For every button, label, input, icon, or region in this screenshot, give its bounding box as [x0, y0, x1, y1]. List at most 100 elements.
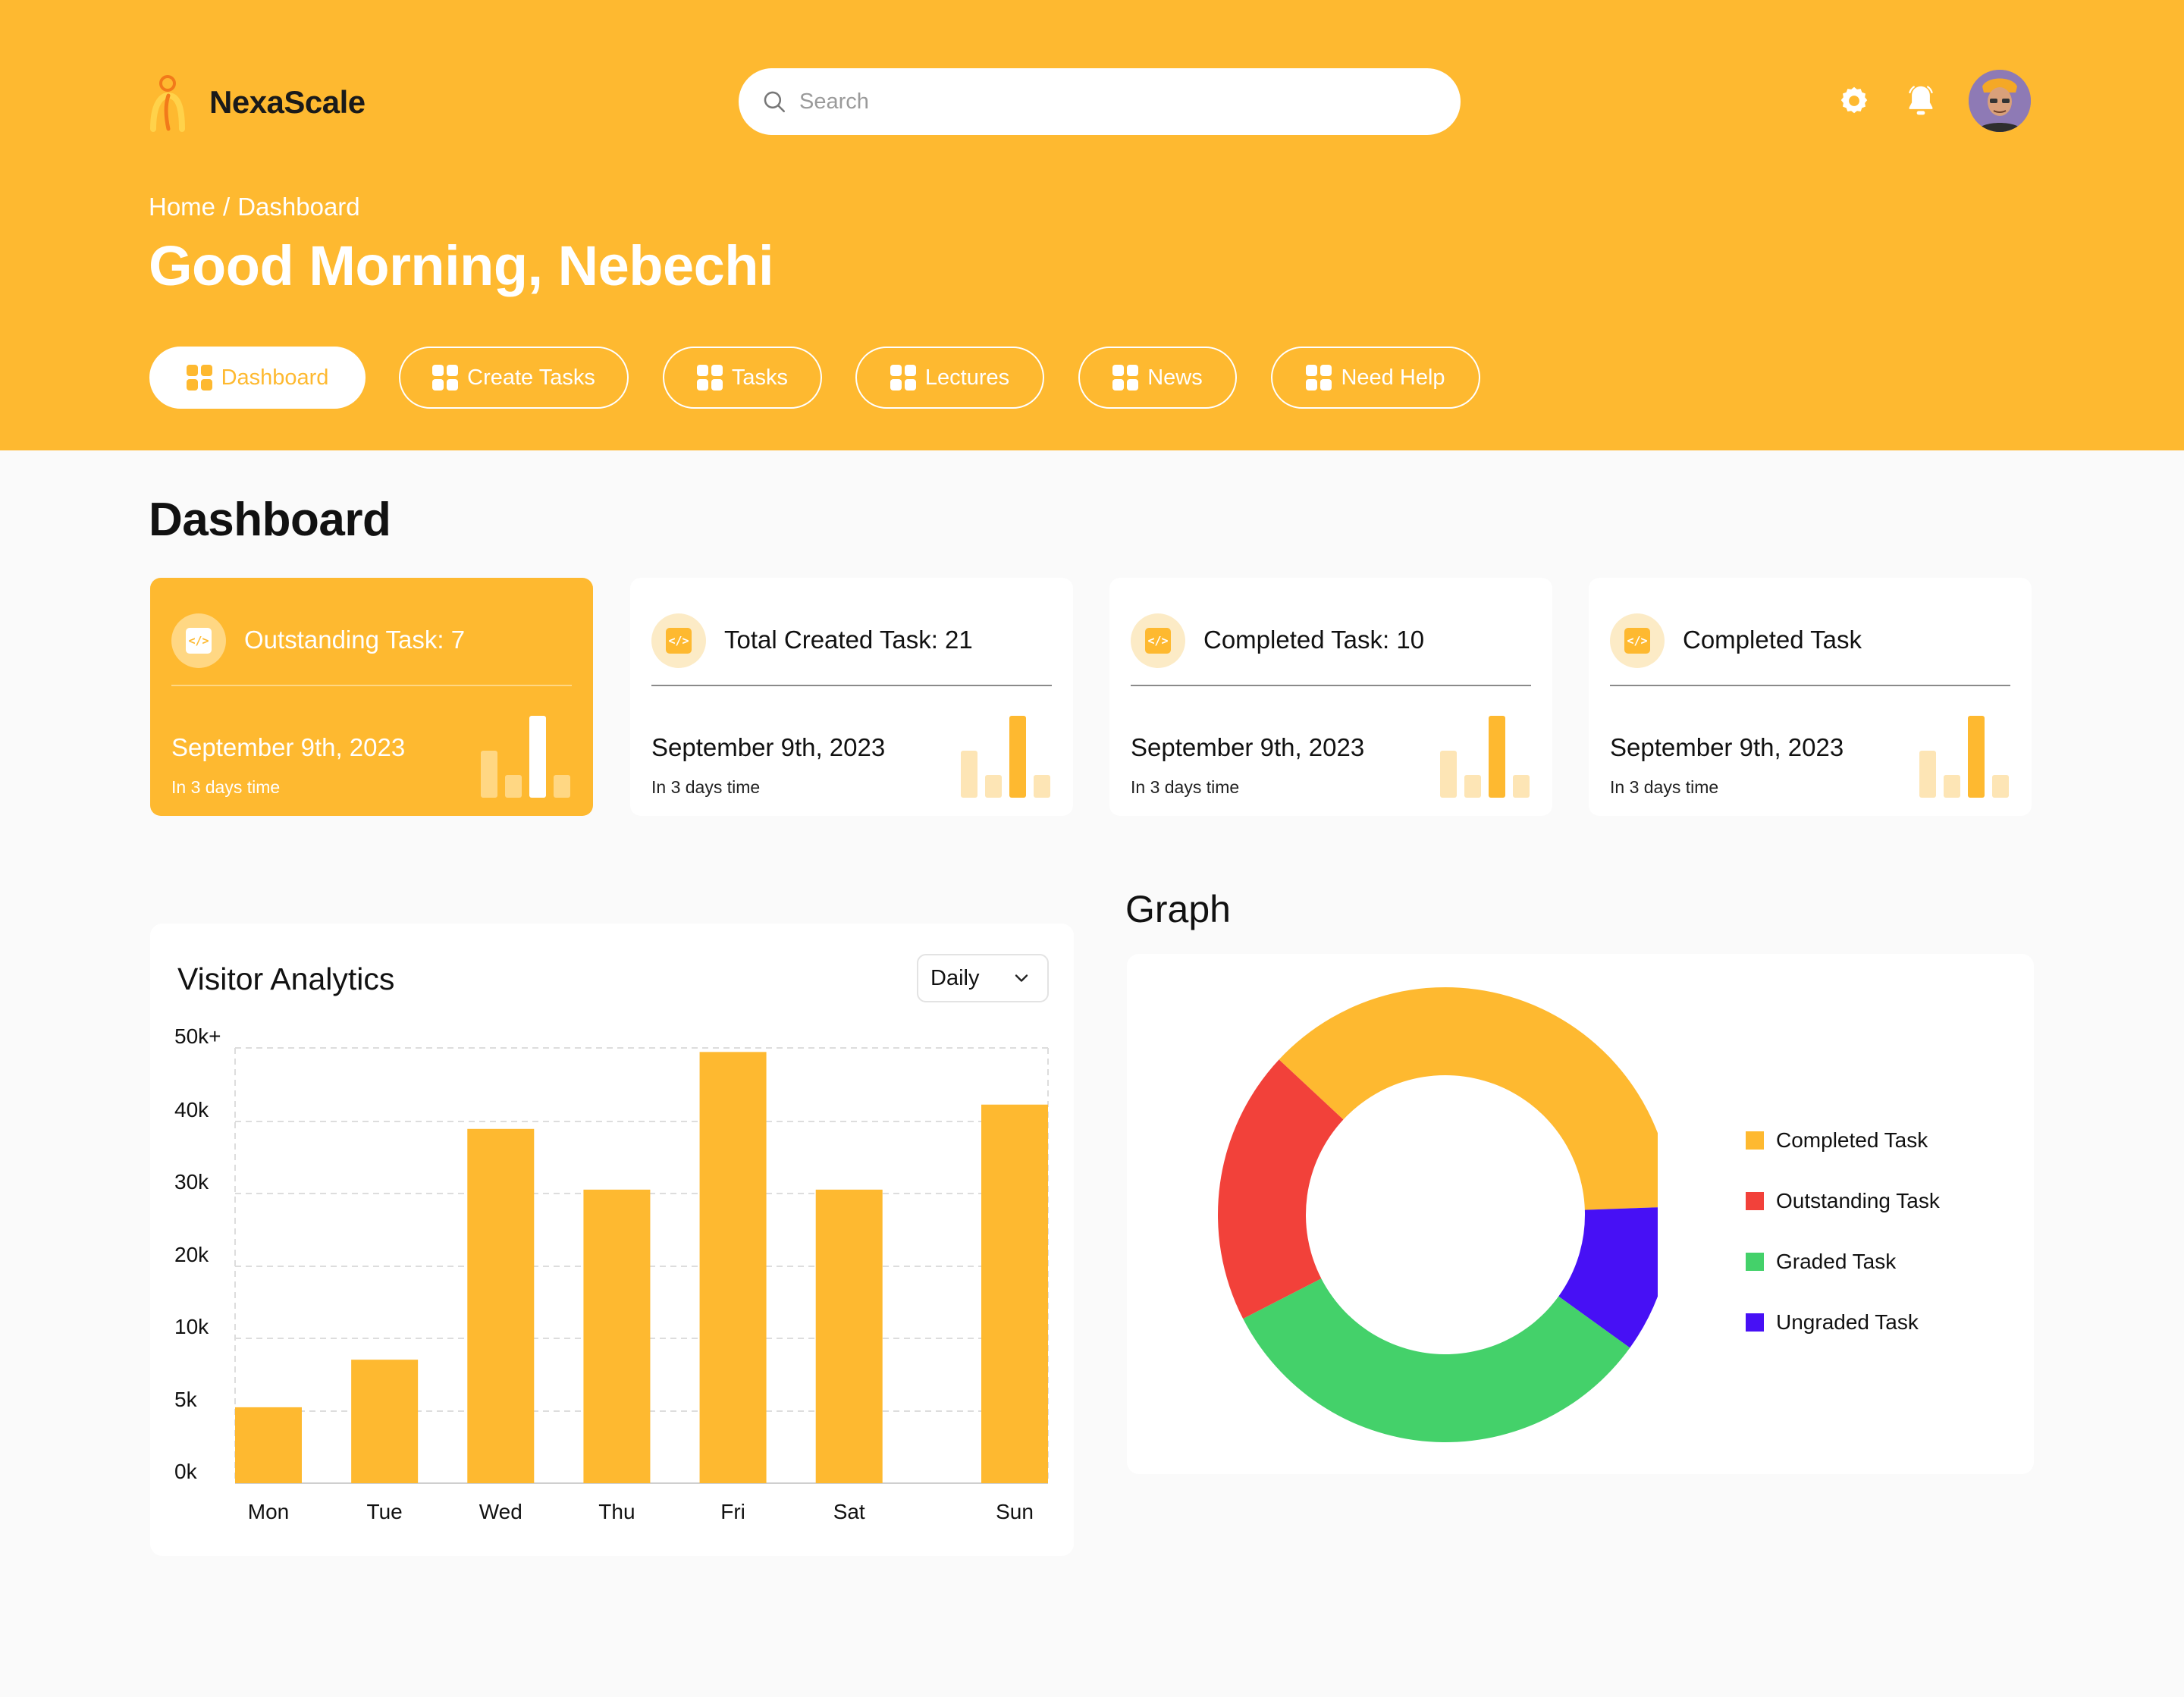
user-avatar[interactable] [1969, 70, 2031, 132]
tab-need-help[interactable]: Need Help [1271, 347, 1480, 409]
legend-swatch [1746, 1192, 1764, 1210]
search-input[interactable] [799, 89, 1421, 114]
y-tick-label: 5k [174, 1388, 198, 1411]
y-tick-label: 30k [174, 1170, 209, 1194]
breadcrumb-separator: / [223, 193, 231, 221]
notification-bell-icon[interactable] [1902, 82, 1940, 120]
card-subtext: In 3 days time [171, 777, 281, 797]
y-tick-label: 10k [174, 1315, 209, 1338]
code-icon: </> [171, 613, 226, 668]
code-icon: </> [1610, 613, 1665, 668]
card-date: September 9th, 2023 [1610, 733, 1844, 761]
graph-panel: Completed Task Outstanding Task Graded T… [1127, 954, 2034, 1474]
stat-card-completed[interactable]: </> Completed Task: 10 September 9th, 20… [1109, 578, 1552, 816]
legend-label: Ungraded Task [1776, 1310, 1919, 1334]
grid-icon [432, 365, 459, 391]
mini-bar-chart-icon [961, 714, 1052, 798]
legend-label: Outstanding Task [1776, 1189, 1940, 1212]
card-title: Total Created Task: 21 [724, 626, 973, 654]
card-divider [171, 685, 572, 686]
mini-bar-chart-icon [481, 714, 572, 798]
graph-section-title: Graph [1125, 888, 1231, 930]
legend-item-outstanding: Outstanding Task [1746, 1171, 1940, 1231]
legend-item-ungraded: Ungraded Task [1746, 1292, 1940, 1353]
bar-sat[interactable] [815, 1189, 883, 1483]
tab-label: Tasks [731, 365, 789, 390]
stat-card-total-created[interactable]: </> Total Created Task: 21 September 9th… [630, 578, 1073, 816]
stat-card-outstanding[interactable]: </> Outstanding Task: 7 September 9th, 2… [150, 578, 593, 816]
bar-sun[interactable] [981, 1104, 1048, 1483]
chart-legend: Completed Task Outstanding Task Graded T… [1746, 1110, 1940, 1353]
card-divider [651, 685, 1052, 686]
donut-slice-graded-task[interactable] [1243, 1278, 1630, 1442]
search-bar[interactable] [739, 68, 1461, 135]
card-divider [1131, 685, 1531, 686]
tab-tasks[interactable]: Tasks [663, 347, 822, 409]
dropdown-value: Daily [930, 965, 980, 990]
card-divider [1610, 685, 2010, 686]
section-title: Dashboard [149, 494, 391, 546]
card-date: September 9th, 2023 [1131, 733, 1365, 761]
grid-icon [890, 365, 916, 391]
bar-fri[interactable] [699, 1052, 767, 1483]
visitor-bar-chart: 0k 5k 10k 20k 30k 40k 50k+ Mon Tue Wed Thu Fri Sat Su… [174, 1024, 1049, 1523]
chevron-down-icon [1015, 974, 1028, 982]
stat-card-completed-2[interactable]: </> Completed Task September 9th, 2023 I… [1589, 578, 2032, 816]
settings-icon[interactable] [1835, 82, 1873, 120]
header-banner: NexaScale Hom [0, 0, 2184, 450]
brand-name: NexaScale [209, 84, 366, 120]
greeting-title: Good Morning, Nebechi [149, 234, 774, 297]
tab-label: Create Tasks [467, 365, 595, 390]
tab-label: Need Help [1341, 365, 1445, 390]
brand-logo-icon [149, 73, 193, 132]
legend-swatch [1746, 1253, 1764, 1271]
x-tick-label: Sat [833, 1500, 865, 1523]
card-date: September 9th, 2023 [171, 733, 406, 761]
x-tick-label: Tue [367, 1500, 403, 1523]
donut-slice-outstanding-task[interactable] [1218, 1059, 1344, 1319]
brand-logo[interactable]: NexaScale [149, 73, 366, 132]
donut-slice-completed-task[interactable] [1279, 987, 1658, 1210]
tab-lectures[interactable]: Lectures [855, 347, 1044, 409]
card-title: Outstanding Task: 7 [244, 626, 466, 654]
mini-bar-chart-icon [1440, 714, 1531, 798]
tab-label: News [1147, 365, 1203, 390]
bar-tue[interactable] [351, 1360, 419, 1483]
breadcrumb-home[interactable]: Home [149, 193, 216, 221]
card-subtext: In 3 days time [1131, 777, 1240, 797]
panel-title: Visitor Analytics [177, 961, 395, 996]
period-dropdown[interactable]: Daily [917, 954, 1049, 1002]
breadcrumb: Home / Dashboard [149, 193, 360, 221]
tab-news[interactable]: News [1078, 347, 1237, 409]
tab-dashboard[interactable]: Dashboard [149, 347, 366, 409]
y-tick-label: 20k [174, 1243, 209, 1266]
y-tick-label: 40k [174, 1098, 209, 1121]
code-icon: </> [1131, 613, 1185, 668]
mini-bar-chart-icon [1919, 714, 2010, 798]
grid-icon [1306, 365, 1332, 391]
tab-create-tasks[interactable]: Create Tasks [399, 347, 629, 409]
bar-wed[interactable] [467, 1128, 535, 1483]
visitor-analytics-panel: 0k 5k 10k 20k 30k 40k 50k+ Mon Tue Wed Thu Fri Sat Su… [150, 924, 1074, 1556]
x-tick-label: Wed [479, 1500, 522, 1523]
card-date: September 9th, 2023 [651, 733, 886, 761]
breadcrumb-current: Dashboard [237, 193, 360, 221]
grid-icon [696, 365, 723, 391]
legend-item-graded: Graded Task [1746, 1231, 1940, 1292]
task-donut-chart [1218, 987, 1658, 1442]
bar-mon[interactable] [235, 1407, 302, 1483]
x-tick-label: Mon [248, 1500, 289, 1523]
bar-thu[interactable] [583, 1189, 651, 1483]
x-tick-label: Fri [720, 1500, 745, 1523]
search-icon [764, 91, 786, 113]
donut-slice-ungraded-task[interactable] [1558, 1207, 1658, 1348]
legend-swatch [1746, 1313, 1764, 1332]
tab-label: Lectures [924, 365, 1010, 390]
legend-swatch [1746, 1131, 1764, 1150]
grid-icon [186, 365, 212, 391]
card-subtext: In 3 days time [651, 777, 761, 797]
card-subtext: In 3 days time [1610, 777, 1719, 797]
legend-item-completed: Completed Task [1746, 1110, 1940, 1171]
y-tick-label: 0k [174, 1460, 198, 1483]
x-tick-label: Thu [598, 1500, 635, 1523]
